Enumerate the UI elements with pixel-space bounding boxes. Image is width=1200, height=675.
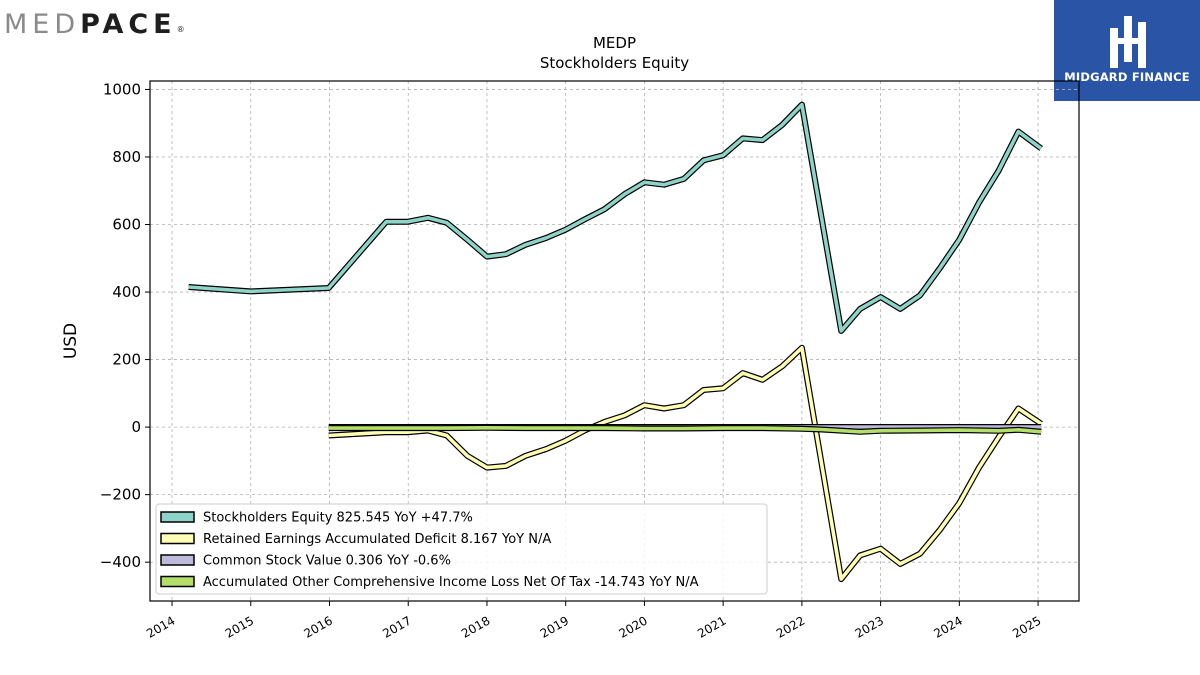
x-tick-label: 2017	[380, 613, 413, 640]
y-tick-label: 1000	[103, 80, 141, 98]
x-axis-ticks: 2014 2015 2016 2017 2018 2019 2020 2021 2022 2023…	[144, 601, 1044, 641]
legend-swatch	[160, 511, 195, 523]
x-tick-label: 2025	[1010, 613, 1043, 640]
chart-subtitle: Stockholders Equity	[540, 54, 689, 72]
series-0-outline	[188, 101, 1043, 334]
y-tick-label: 600	[112, 216, 141, 234]
series-1-line	[328, 345, 1043, 581]
legend-swatch	[160, 575, 195, 588]
midgard-brand-text: MIDGARD FINANCE	[1064, 70, 1190, 84]
logo-text-pace: PACE	[80, 8, 177, 40]
medpace-logo: MED PACE ®	[4, 4, 185, 44]
chart-title: MEDP	[593, 34, 636, 52]
y-tick-label: 0	[131, 418, 141, 436]
legend-label: Stockholders Equity 825.545 YoY +47.7%	[203, 511, 473, 526]
logo-registered-mark: ®	[176, 25, 185, 34]
midgard-finance-logo: MIDGARD FINANCE	[1054, 0, 1200, 101]
x-tick-label: 2020	[616, 613, 649, 640]
x-tick-label: 2015	[223, 613, 256, 640]
x-tick-label: 2023	[853, 613, 886, 640]
x-tick-label: 2016	[302, 613, 335, 640]
legend-box	[155, 503, 768, 595]
x-tick-label: 2014	[144, 613, 177, 640]
x-tick-label: 2024	[931, 613, 964, 640]
y-axis-ticks: −400 −200 0 200 400 600 800 1000	[100, 80, 150, 571]
legend-label: Common Stock Value 0.306 YoY -0.6%	[203, 554, 451, 569]
y-axis-label: USD	[61, 323, 81, 359]
legend: Stockholders Equity 825.545 YoY +47.7% Re…	[155, 503, 768, 595]
y-tick-label: 800	[112, 148, 141, 166]
x-tick-label: 2021	[695, 613, 728, 640]
legend-label: Accumulated Other Comprehensive Income L…	[203, 575, 699, 590]
series-0-line	[188, 102, 1043, 333]
midgard-emblem-icon	[1110, 16, 1146, 68]
series-lines	[188, 101, 1043, 583]
x-tick-label: 2018	[459, 613, 492, 640]
y-tick-label: −200	[100, 486, 141, 504]
x-tick-label: 2019	[538, 613, 571, 640]
legend-swatch	[160, 532, 195, 545]
logo-text-med: MED	[4, 8, 81, 40]
legend-label: Retained Earnings Accumulated Deficit 8.…	[203, 532, 551, 547]
y-tick-label: 400	[112, 283, 141, 301]
y-tick-label: −400	[100, 553, 141, 571]
plot-frame	[149, 80, 1080, 602]
legend-swatch	[160, 554, 195, 566]
y-tick-label: 200	[112, 351, 141, 369]
x-tick-label: 2022	[774, 613, 807, 640]
series-3-line	[328, 425, 1042, 434]
